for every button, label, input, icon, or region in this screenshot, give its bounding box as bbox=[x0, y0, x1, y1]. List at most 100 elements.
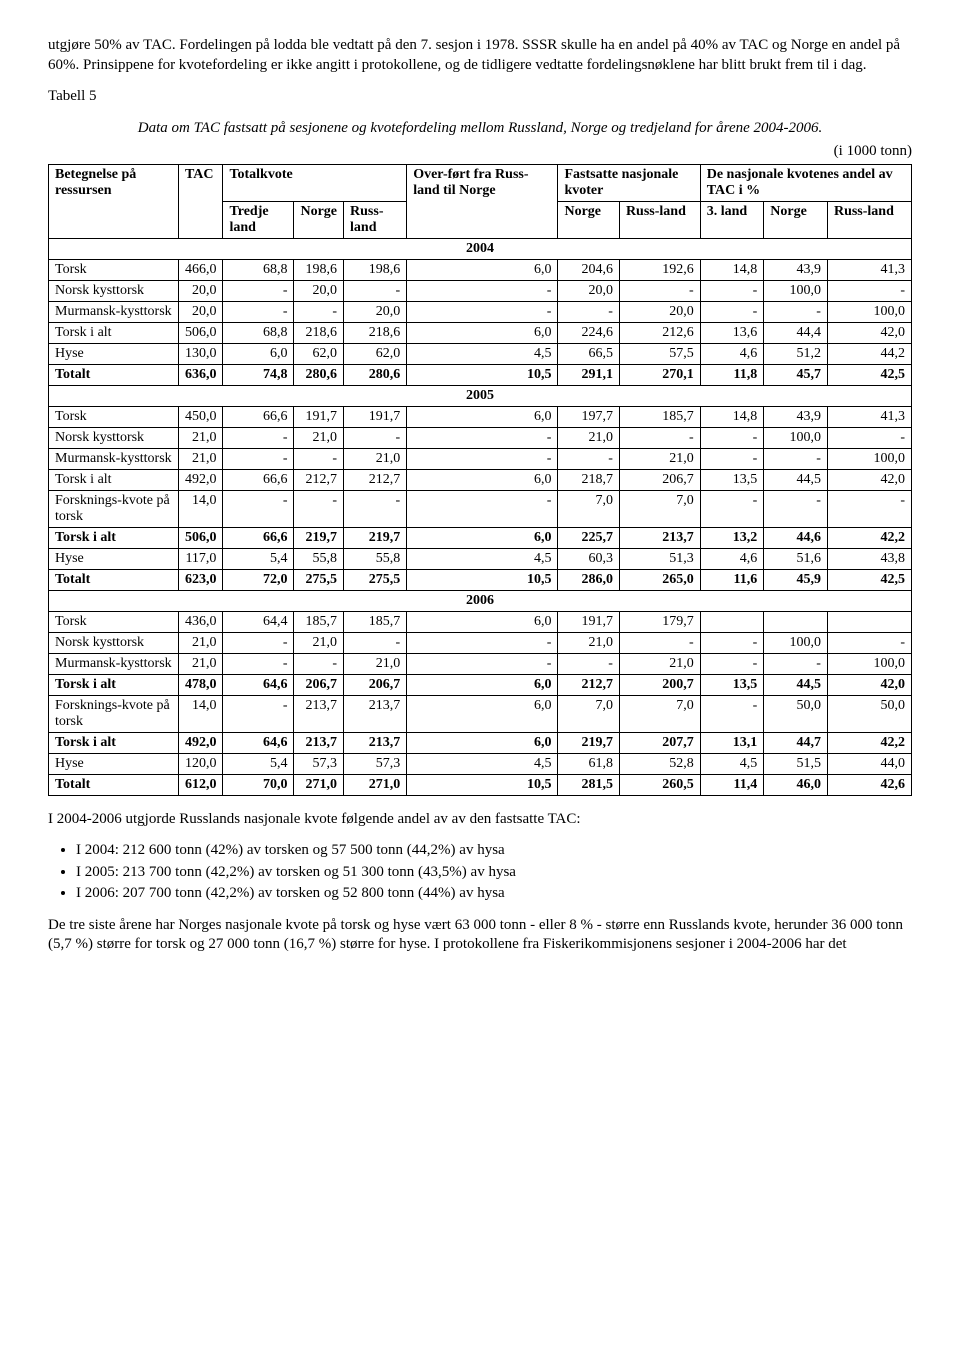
row-label: Torsk i alt bbox=[49, 732, 179, 753]
cell: - bbox=[764, 653, 828, 674]
cell: 21,0 bbox=[178, 448, 223, 469]
cell: 213,7 bbox=[619, 527, 700, 548]
cell: 291,1 bbox=[558, 364, 619, 385]
cell: 271,0 bbox=[344, 774, 407, 795]
cell: - bbox=[619, 427, 700, 448]
cell: 7,0 bbox=[558, 490, 619, 527]
cell: 213,7 bbox=[344, 732, 407, 753]
cell: 179,7 bbox=[619, 611, 700, 632]
col-tredjeland: Tredje land bbox=[223, 201, 294, 238]
after-table-intro: I 2004-2006 utgjorde Russlands nasjonale… bbox=[48, 810, 912, 830]
row-label: Torsk i alt bbox=[49, 674, 179, 695]
cell: - bbox=[344, 427, 407, 448]
cell: 62,0 bbox=[344, 343, 407, 364]
cell: 191,7 bbox=[294, 406, 344, 427]
cell: 506,0 bbox=[178, 527, 223, 548]
cell: 120,0 bbox=[178, 753, 223, 774]
cell: - bbox=[223, 695, 294, 732]
table-row: Murmansk-kysttorsk21,0--21,0--21,0--100,… bbox=[49, 448, 912, 469]
row-label: Forsknings-kvote på torsk bbox=[49, 695, 179, 732]
cell: 281,5 bbox=[558, 774, 619, 795]
cell bbox=[764, 611, 828, 632]
cell: 4,6 bbox=[700, 548, 764, 569]
table-row: Torsk466,068,8198,6198,66,0204,6192,614,… bbox=[49, 259, 912, 280]
row-label: Totalt bbox=[49, 364, 179, 385]
cell: 7,0 bbox=[558, 695, 619, 732]
cell: 11,8 bbox=[700, 364, 764, 385]
cell: 46,0 bbox=[764, 774, 828, 795]
cell: 41,3 bbox=[827, 259, 911, 280]
cell: 218,7 bbox=[558, 469, 619, 490]
cell: 42,2 bbox=[827, 527, 911, 548]
row-label: Torsk i alt bbox=[49, 469, 179, 490]
table-row: Murmansk-kysttorsk21,0--21,0--21,0--100,… bbox=[49, 653, 912, 674]
cell: 44,7 bbox=[764, 732, 828, 753]
cell: - bbox=[700, 280, 764, 301]
cell: 55,8 bbox=[344, 548, 407, 569]
cell: 66,6 bbox=[223, 469, 294, 490]
cell: - bbox=[344, 632, 407, 653]
cell: 6,0 bbox=[407, 732, 558, 753]
row-label: Hyse bbox=[49, 343, 179, 364]
cell: 42,6 bbox=[827, 774, 911, 795]
table-row: Torsk i alt492,066,6212,7212,76,0218,720… bbox=[49, 469, 912, 490]
cell: 11,6 bbox=[700, 569, 764, 590]
cell: 6,0 bbox=[407, 527, 558, 548]
cell: 13,5 bbox=[700, 469, 764, 490]
cell: - bbox=[764, 301, 828, 322]
cell: 21,0 bbox=[558, 632, 619, 653]
cell: 212,7 bbox=[344, 469, 407, 490]
cell: 6,0 bbox=[407, 611, 558, 632]
cell: 213,7 bbox=[294, 695, 344, 732]
cell: 10,5 bbox=[407, 569, 558, 590]
cell: 72,0 bbox=[223, 569, 294, 590]
cell: 636,0 bbox=[178, 364, 223, 385]
tac-table: Betegnelse på ressursen TAC Totalkvote O… bbox=[48, 164, 912, 796]
cell: 4,5 bbox=[407, 343, 558, 364]
row-label: Murmansk-kysttorsk bbox=[49, 448, 179, 469]
cell: 44,5 bbox=[764, 469, 828, 490]
cell: 11,4 bbox=[700, 774, 764, 795]
cell: 13,5 bbox=[700, 674, 764, 695]
cell: 212,7 bbox=[558, 674, 619, 695]
cell: 466,0 bbox=[178, 259, 223, 280]
cell: 42,5 bbox=[827, 569, 911, 590]
cell: - bbox=[407, 653, 558, 674]
cell: - bbox=[700, 653, 764, 674]
cell: 21,0 bbox=[619, 448, 700, 469]
cell: 44,2 bbox=[827, 343, 911, 364]
col-resource: Betegnelse på ressursen bbox=[49, 164, 179, 238]
col-totalkvote: Totalkvote bbox=[223, 164, 407, 201]
row-label: Norsk kysttorsk bbox=[49, 632, 179, 653]
cell: 21,0 bbox=[344, 448, 407, 469]
cell: - bbox=[700, 490, 764, 527]
cell: 623,0 bbox=[178, 569, 223, 590]
cell: - bbox=[700, 695, 764, 732]
cell: 478,0 bbox=[178, 674, 223, 695]
cell: 206,7 bbox=[344, 674, 407, 695]
cell: 42,0 bbox=[827, 322, 911, 343]
cell: 10,5 bbox=[407, 364, 558, 385]
cell: 4,5 bbox=[700, 753, 764, 774]
cell: 100,0 bbox=[827, 448, 911, 469]
table-row: Norsk kysttorsk21,0-21,0--21,0--100,0- bbox=[49, 632, 912, 653]
cell: 64,6 bbox=[223, 732, 294, 753]
cell: 100,0 bbox=[827, 653, 911, 674]
cell: - bbox=[344, 490, 407, 527]
table-row: Hyse117,05,455,855,84,560,351,34,651,643… bbox=[49, 548, 912, 569]
cell: 21,0 bbox=[558, 427, 619, 448]
cell: 44,4 bbox=[764, 322, 828, 343]
cell: 100,0 bbox=[827, 301, 911, 322]
cell: 197,7 bbox=[558, 406, 619, 427]
row-label: Torsk bbox=[49, 611, 179, 632]
cell: 6,0 bbox=[223, 343, 294, 364]
cell: 6,0 bbox=[407, 469, 558, 490]
row-label: Forsknings-kvote på torsk bbox=[49, 490, 179, 527]
cell: 506,0 bbox=[178, 322, 223, 343]
table-row: Torsk i alt478,064,6206,7206,76,0212,720… bbox=[49, 674, 912, 695]
cell: - bbox=[407, 280, 558, 301]
cell: 212,6 bbox=[619, 322, 700, 343]
cell: 275,5 bbox=[344, 569, 407, 590]
table-row: Totalt636,074,8280,6280,610,5291,1270,11… bbox=[49, 364, 912, 385]
cell: - bbox=[700, 301, 764, 322]
